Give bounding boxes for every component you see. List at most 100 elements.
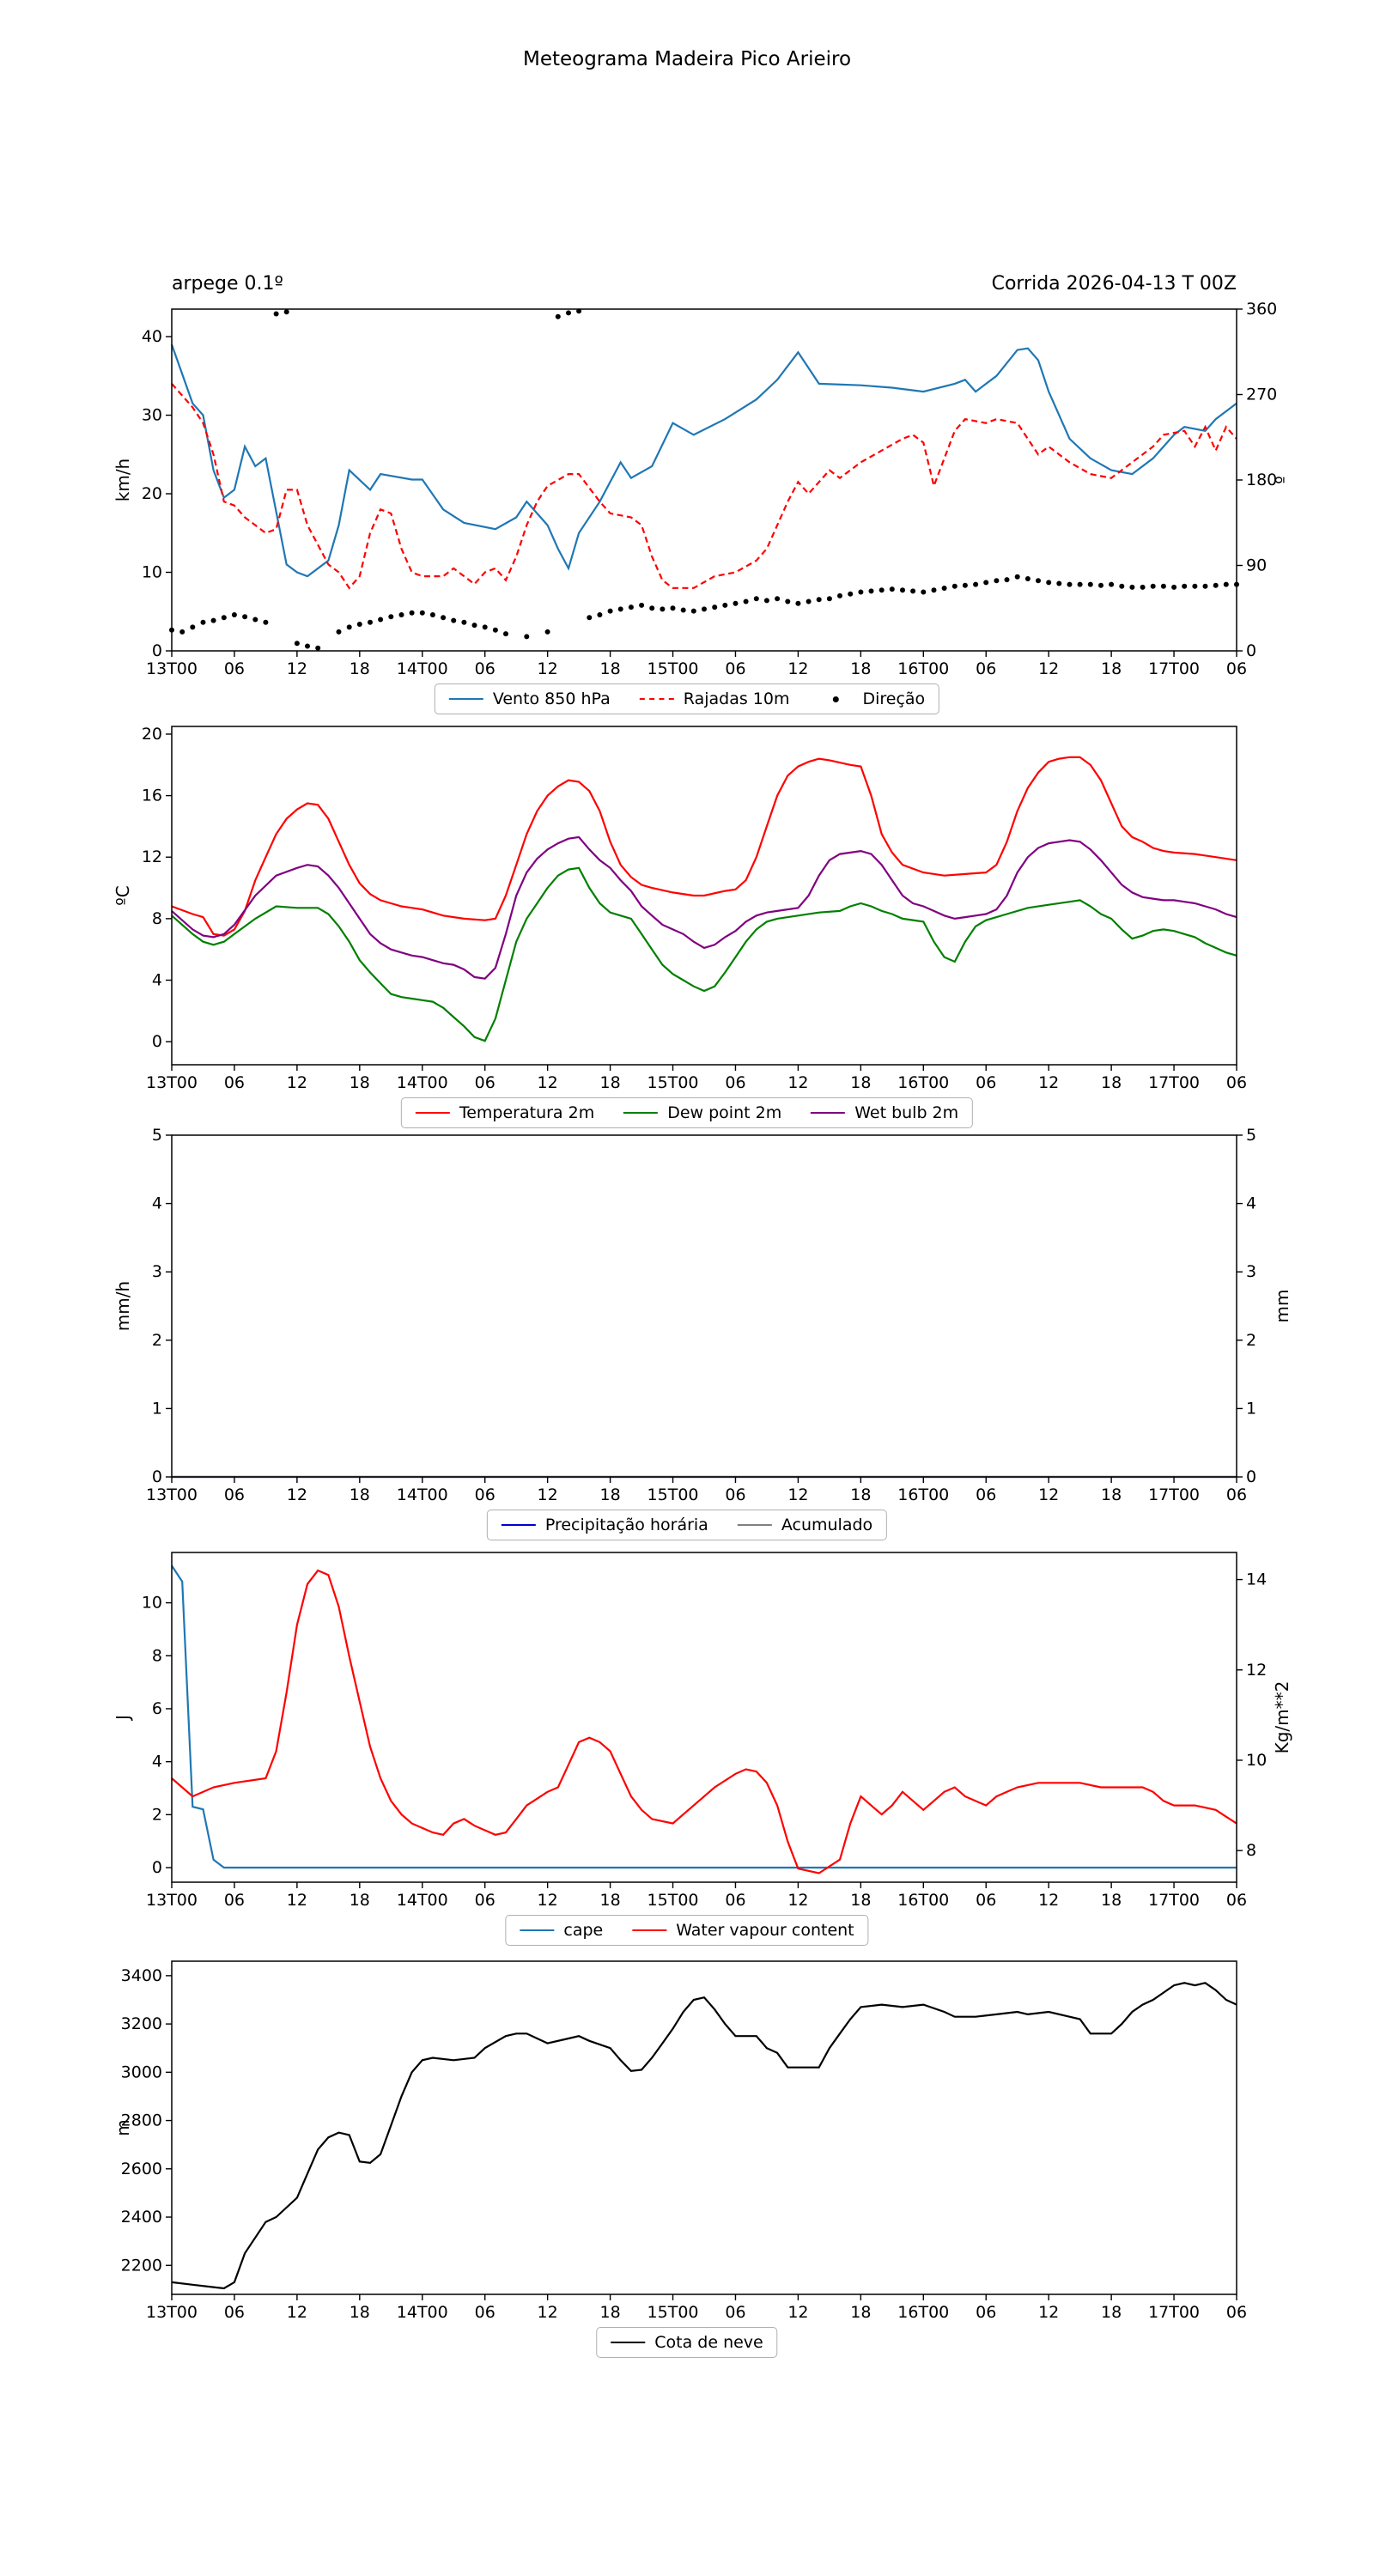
x-tick-label: 06 [725, 659, 745, 678]
legend-item-dew-point-2m: Dew point 2m [623, 1103, 781, 1122]
x-tick-label: 13T00 [146, 1485, 198, 1504]
x-tick-label: 06 [475, 1891, 495, 1910]
legend-item-cota-de-neve: Cota de neve [611, 2333, 763, 2352]
legend-label: Direção [862, 690, 926, 708]
y-tick-label: 16 [142, 787, 162, 805]
x-tick-label: 12 [287, 2303, 307, 2322]
x-tick-label: 06 [475, 1485, 495, 1504]
y-tick-label: 6 [152, 1699, 162, 1718]
x-tick-label: 15T00 [647, 1891, 699, 1910]
legend-label: Dew point 2m [667, 1103, 782, 1122]
series-cape [171, 1564, 1237, 1869]
x-tick-label: 06 [224, 1891, 245, 1910]
x-tick-label: 17T00 [1148, 2303, 1200, 2322]
x-tick-label: 18 [1101, 659, 1122, 678]
y-tick-label: 2800 [121, 2111, 162, 2130]
x-tick-label: 12 [787, 1073, 808, 1092]
x-tick-label: 06 [1226, 1073, 1247, 1092]
legend-item-acumulado: Acumulado [737, 1516, 872, 1534]
x-tick-label: 16T00 [897, 1073, 949, 1092]
legend-cape: cape Water vapour content [505, 1915, 869, 1946]
y-tick-label: 0 [152, 1032, 162, 1051]
x-tick-label: 12 [787, 2303, 808, 2322]
y-tick-label: 8 [152, 909, 162, 928]
plot-frame [171, 1552, 1237, 1883]
series-rajadas-10m [171, 383, 1237, 590]
x-tick-label: 06 [725, 1073, 745, 1092]
y-tick-label-right: 5 [1246, 1126, 1256, 1145]
x-tick-label: 12 [1038, 2303, 1059, 2322]
x-tick-label: 06 [224, 1073, 245, 1092]
y-axis-title-left: km/h [112, 459, 133, 501]
x-tick-label: 12 [538, 2303, 558, 2322]
x-tick-label: 18 [850, 659, 871, 678]
y-tick-label: 4 [152, 1194, 162, 1213]
run-label: Corrida 2026-04-13 T 00Z [991, 273, 1237, 295]
x-tick-label: 18 [350, 1073, 370, 1092]
x-tick-label: 06 [725, 2303, 745, 2322]
x-tick-label: 12 [287, 1891, 307, 1910]
y-tick-label: 40 [142, 327, 162, 346]
x-tick-label: 18 [599, 1073, 620, 1092]
y-tick-label: 30 [142, 406, 162, 425]
x-tick-label: 06 [976, 659, 996, 678]
y-tick-label: 2200 [121, 2256, 162, 2275]
y-tick-label: 2 [152, 1331, 162, 1350]
x-tick-label: 14T00 [397, 1073, 448, 1092]
series-temperatura-2m [171, 756, 1237, 937]
x-tick-label: 12 [1038, 1891, 1059, 1910]
x-tick-label: 15T00 [647, 659, 699, 678]
model-label: arpege 0.1º [172, 273, 283, 295]
legend-label: Water vapour content [676, 1921, 854, 1940]
x-tick-label: 06 [224, 2303, 245, 2322]
y-tick-label-right: 3 [1246, 1262, 1256, 1281]
line-sample-icon [611, 2342, 646, 2343]
legend-item-wet-bulb-2m: Wet bulb 2m [811, 1103, 958, 1122]
legend-item-dire-o: Direção [818, 690, 925, 708]
y-tick-label: 0 [152, 641, 162, 660]
y-tick-label: 3000 [121, 2063, 162, 2081]
legend-precipitation: Precipitação horária Acumulado [486, 1510, 888, 1540]
x-tick-label: 06 [224, 1485, 245, 1504]
x-tick-label: 06 [475, 1073, 495, 1092]
x-tick-label: 06 [1226, 1891, 1247, 1910]
x-tick-label: 17T00 [1148, 1891, 1200, 1910]
plot-frame [171, 726, 1237, 1066]
x-tick-label: 18 [1101, 1891, 1122, 1910]
legend-item-temperatura-2m: Temperatura 2m [415, 1103, 594, 1122]
chart-snow-level: 13T00 06 12 18 14T00 06 12 18 15T00 06 12 18 16T00 06… [112, 1960, 1247, 2322]
x-tick-label: 18 [1101, 2303, 1122, 2322]
y-tick-label: 3200 [121, 2014, 162, 2033]
x-tick-label: 18 [350, 1891, 370, 1910]
x-tick-label: 16T00 [897, 1891, 949, 1910]
x-tick-label: 06 [1226, 659, 1247, 678]
x-tick-label: 12 [287, 1073, 307, 1092]
x-tick-label: 12 [287, 1485, 307, 1504]
x-tick-label: 18 [1101, 1485, 1122, 1504]
x-tick-label: 18 [599, 1485, 620, 1504]
x-tick-label: 16T00 [897, 659, 949, 678]
line-sample-icon [632, 1929, 667, 1931]
x-tick-label: 12 [538, 1073, 558, 1092]
y-tick-label-right: 180 [1246, 471, 1277, 489]
line-sample-icon [501, 1524, 536, 1526]
legend-label: Precipitação horária [544, 1516, 708, 1534]
plot-frame [171, 1134, 1237, 1478]
y-tick-label: 20 [142, 725, 162, 744]
y-tick-label: 4 [152, 1753, 162, 1771]
y-tick-label-right: 270 [1246, 386, 1277, 404]
x-tick-label: 06 [976, 1485, 996, 1504]
x-tick-label: 06 [1226, 2303, 1247, 2322]
series-cota-de-neve [171, 1982, 1237, 2290]
x-tick-label: 18 [850, 1891, 871, 1910]
line-sample-icon [623, 1112, 659, 1114]
legend-item-precipita-o-hor-ria: Precipitação horária [501, 1516, 708, 1534]
x-tick-label: 13T00 [146, 2303, 198, 2322]
y-tick-label-right: 0 [1246, 641, 1256, 660]
x-tick-label: 14T00 [397, 1485, 448, 1504]
x-tick-label: 06 [725, 1485, 745, 1504]
series-dire-o [169, 308, 1239, 651]
y-tick-label: 10 [142, 1594, 162, 1613]
dot-marker-icon [818, 696, 853, 702]
x-tick-label: 14T00 [397, 659, 448, 678]
